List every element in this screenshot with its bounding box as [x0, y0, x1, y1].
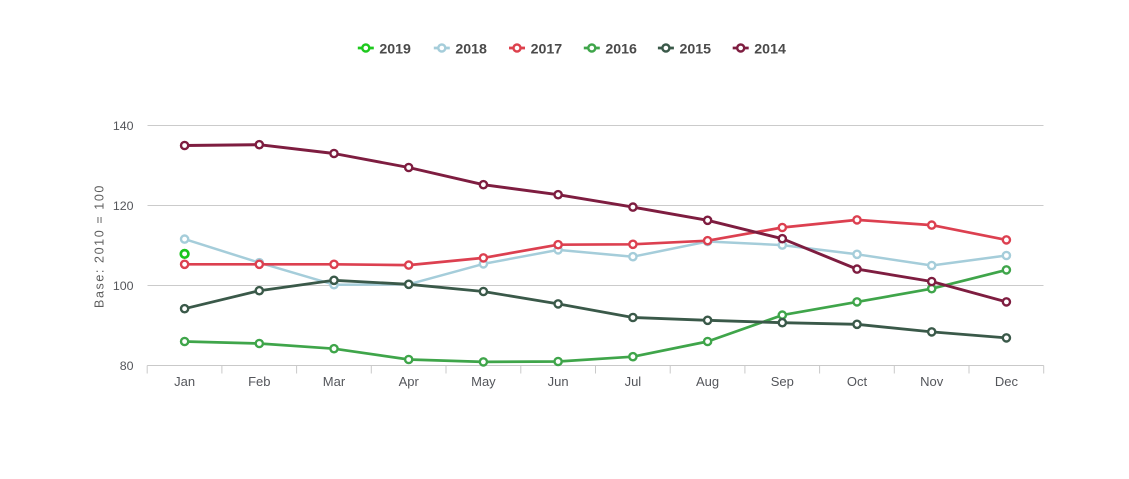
svg-text:Oct: Oct	[847, 374, 868, 389]
svg-text:80: 80	[120, 359, 134, 373]
svg-text:2014: 2014	[754, 41, 786, 57]
svg-text:Jul: Jul	[625, 374, 642, 389]
svg-text:Mar: Mar	[323, 374, 346, 389]
svg-text:Jan: Jan	[174, 374, 195, 389]
svg-text:140: 140	[113, 119, 134, 133]
svg-text:Aug: Aug	[696, 374, 719, 389]
svg-text:May: May	[471, 374, 496, 389]
svg-text:Jun: Jun	[548, 374, 569, 389]
svg-text:2017: 2017	[531, 41, 563, 57]
svg-text:2019: 2019	[379, 41, 411, 57]
svg-text:2015: 2015	[680, 41, 712, 57]
svg-text:2018: 2018	[455, 41, 487, 57]
svg-text:Nov: Nov	[920, 374, 944, 389]
svg-text:Apr: Apr	[399, 374, 420, 389]
svg-text:120: 120	[113, 199, 134, 213]
svg-text:Feb: Feb	[248, 374, 270, 389]
svg-text:Base: 2010 = 100: Base: 2010 = 100	[93, 184, 107, 308]
svg-text:100: 100	[113, 279, 134, 293]
svg-text:Dec: Dec	[995, 374, 1019, 389]
svg-text:Sep: Sep	[771, 374, 794, 389]
svg-text:2016: 2016	[605, 41, 637, 57]
